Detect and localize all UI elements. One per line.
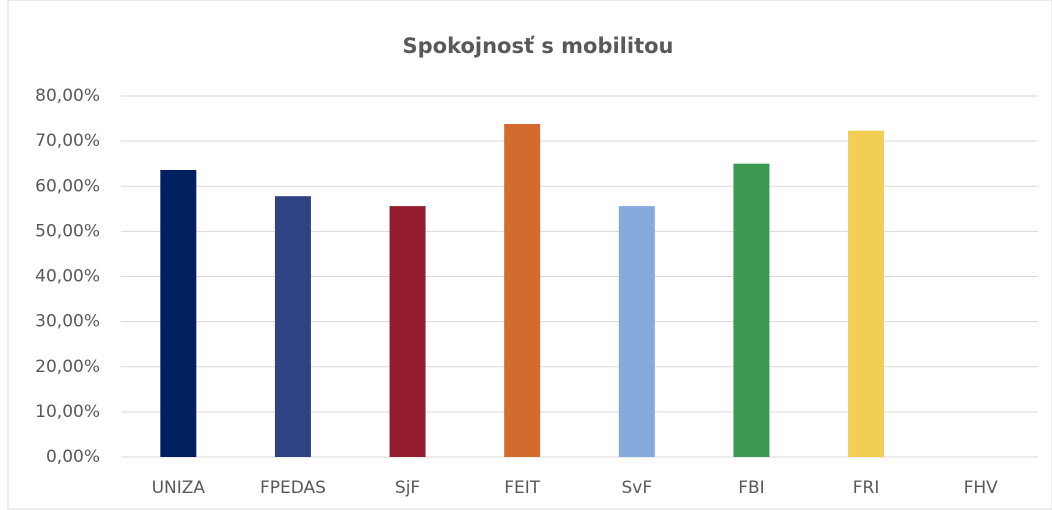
y-tick-label: 80,00%	[35, 86, 100, 106]
x-tick-label: FPEDAS	[260, 478, 326, 498]
y-tick-label: 60,00%	[35, 176, 100, 196]
y-tick-label: 70,00%	[35, 131, 100, 151]
x-tick-label: FRI	[853, 478, 880, 498]
y-tick-label: 10,00%	[35, 402, 100, 422]
bar	[389, 206, 426, 457]
x-tick-label: SjF	[395, 478, 420, 498]
y-tick-label: 0,00%	[46, 447, 100, 467]
bar	[504, 123, 541, 457]
y-tick-label: 40,00%	[35, 267, 100, 287]
bar	[274, 196, 311, 458]
bar	[160, 170, 197, 457]
y-tick-label: 30,00%	[35, 312, 100, 332]
x-tick-label: FEIT	[504, 478, 541, 498]
y-tick-label: 20,00%	[35, 357, 100, 377]
y-tick-label: 50,00%	[35, 221, 100, 241]
bar	[733, 163, 770, 457]
chart-title: Spokojnosť s mobilitou	[402, 34, 673, 58]
x-tick-label: UNIZA	[152, 478, 206, 498]
x-tick-label: SvF	[621, 478, 652, 498]
bar	[618, 206, 655, 457]
bar	[848, 130, 885, 457]
x-tick-label: FHV	[964, 478, 999, 498]
x-tick-label: FBI	[738, 478, 764, 498]
